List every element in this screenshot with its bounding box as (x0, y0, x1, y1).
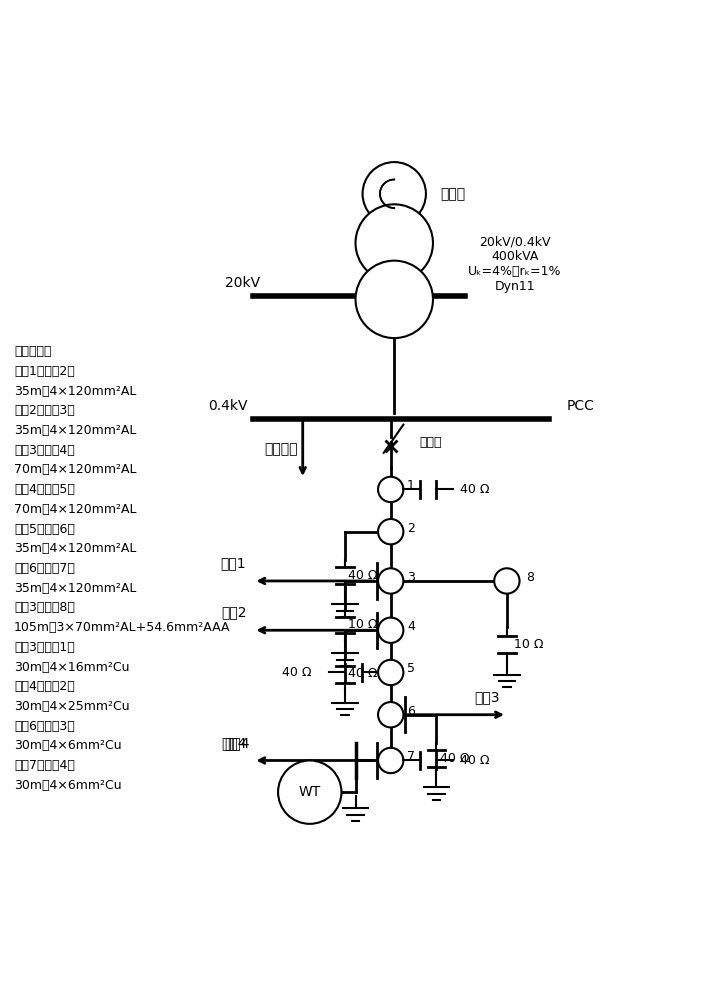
Text: 节点1至节点2：: 节点1至节点2： (14, 365, 75, 378)
Circle shape (356, 204, 433, 282)
Circle shape (378, 660, 403, 685)
Text: 节点5至节点6：: 节点5至节点6： (14, 523, 75, 536)
Text: 负荷2: 负荷2 (221, 606, 246, 620)
Text: 35m；4×120mm²AL: 35m；4×120mm²AL (14, 582, 137, 595)
Text: 负荷1: 负荷1 (221, 556, 246, 570)
Text: PCC: PCC (567, 399, 595, 413)
Text: WT: WT (298, 785, 321, 799)
Text: 70m；4×120mm²AL: 70m；4×120mm²AL (14, 463, 137, 476)
Circle shape (363, 162, 426, 225)
Text: 节点3至节点8：: 节点3至节点8： (14, 601, 75, 614)
Text: 40 Ω: 40 Ω (460, 483, 489, 496)
Text: 35m；4×120mm²AL: 35m；4×120mm²AL (14, 385, 137, 398)
Text: 20kV: 20kV (225, 276, 260, 290)
Text: 负荷4: 负荷4 (225, 736, 250, 750)
Text: 20kV/0.4kV
400kVA
Uₖ=4%，rₖ=1%
Dyn11: 20kV/0.4kV 400kVA Uₖ=4%，rₖ=1% Dyn11 (468, 235, 562, 293)
Text: 节点7至负荷4：: 节点7至负荷4： (14, 759, 75, 772)
Text: 节点3至负荷1：: 节点3至负荷1： (14, 641, 75, 654)
Circle shape (378, 519, 403, 544)
Text: 40 Ω: 40 Ω (440, 752, 470, 765)
Text: 40 Ω: 40 Ω (282, 666, 311, 679)
Text: 40 Ω: 40 Ω (460, 754, 489, 767)
Text: 30m；4×6mm²Cu: 30m；4×6mm²Cu (14, 779, 122, 792)
Circle shape (378, 568, 403, 594)
Text: 1: 1 (407, 479, 415, 492)
Circle shape (378, 702, 403, 727)
Text: 6: 6 (407, 705, 415, 718)
Text: 2: 2 (407, 522, 415, 535)
Circle shape (378, 477, 403, 502)
Text: 35m；4×120mm²AL: 35m；4×120mm²AL (14, 542, 137, 555)
Text: 40 Ω: 40 Ω (348, 667, 378, 680)
Text: 其余出线: 其余出线 (264, 442, 298, 456)
Text: 40 Ω: 40 Ω (348, 569, 378, 582)
Text: 30m；4×6mm²Cu: 30m；4×6mm²Cu (14, 739, 122, 752)
Text: 35m；4×120mm²AL: 35m；4×120mm²AL (14, 424, 137, 437)
Circle shape (378, 618, 403, 643)
Text: 105m；3×70mm²AL+54.6mm²AAA: 105m；3×70mm²AL+54.6mm²AAA (14, 621, 231, 634)
Text: 0.4kV: 0.4kV (208, 399, 247, 413)
Circle shape (278, 760, 341, 824)
Text: 4: 4 (407, 620, 415, 633)
Text: 负荷4: 负荷4 (221, 736, 246, 750)
Text: 10 Ω: 10 Ω (348, 618, 378, 631)
Text: 负荷3: 负荷3 (474, 690, 500, 704)
Text: 5: 5 (407, 662, 415, 675)
Text: 8: 8 (527, 571, 534, 584)
Text: 3: 3 (407, 571, 415, 584)
Circle shape (378, 748, 403, 773)
Text: 配电网: 配电网 (440, 187, 465, 201)
Text: 30m；4×25mm²Cu: 30m；4×25mm²Cu (14, 700, 130, 713)
Text: 节点6至节点7：: 节点6至节点7： (14, 562, 75, 575)
Circle shape (356, 261, 433, 338)
Text: 线路参数：: 线路参数： (14, 345, 51, 358)
Text: 断路器: 断路器 (419, 436, 441, 449)
Text: 节点4至节点5：: 节点4至节点5： (14, 483, 75, 496)
Text: 30m；4×16mm²Cu: 30m；4×16mm²Cu (14, 661, 130, 674)
Text: 节点4至负荷2：: 节点4至负荷2： (14, 680, 75, 693)
Text: 70m；4×120mm²AL: 70m；4×120mm²AL (14, 503, 137, 516)
Text: 节点2至节点3：: 节点2至节点3： (14, 404, 75, 417)
Circle shape (494, 568, 520, 594)
Text: 10 Ω: 10 Ω (514, 638, 543, 651)
Text: 节点6至负荷3：: 节点6至负荷3： (14, 720, 75, 733)
Text: 7: 7 (407, 750, 415, 763)
Text: 节点3至节点4：: 节点3至节点4： (14, 444, 75, 457)
